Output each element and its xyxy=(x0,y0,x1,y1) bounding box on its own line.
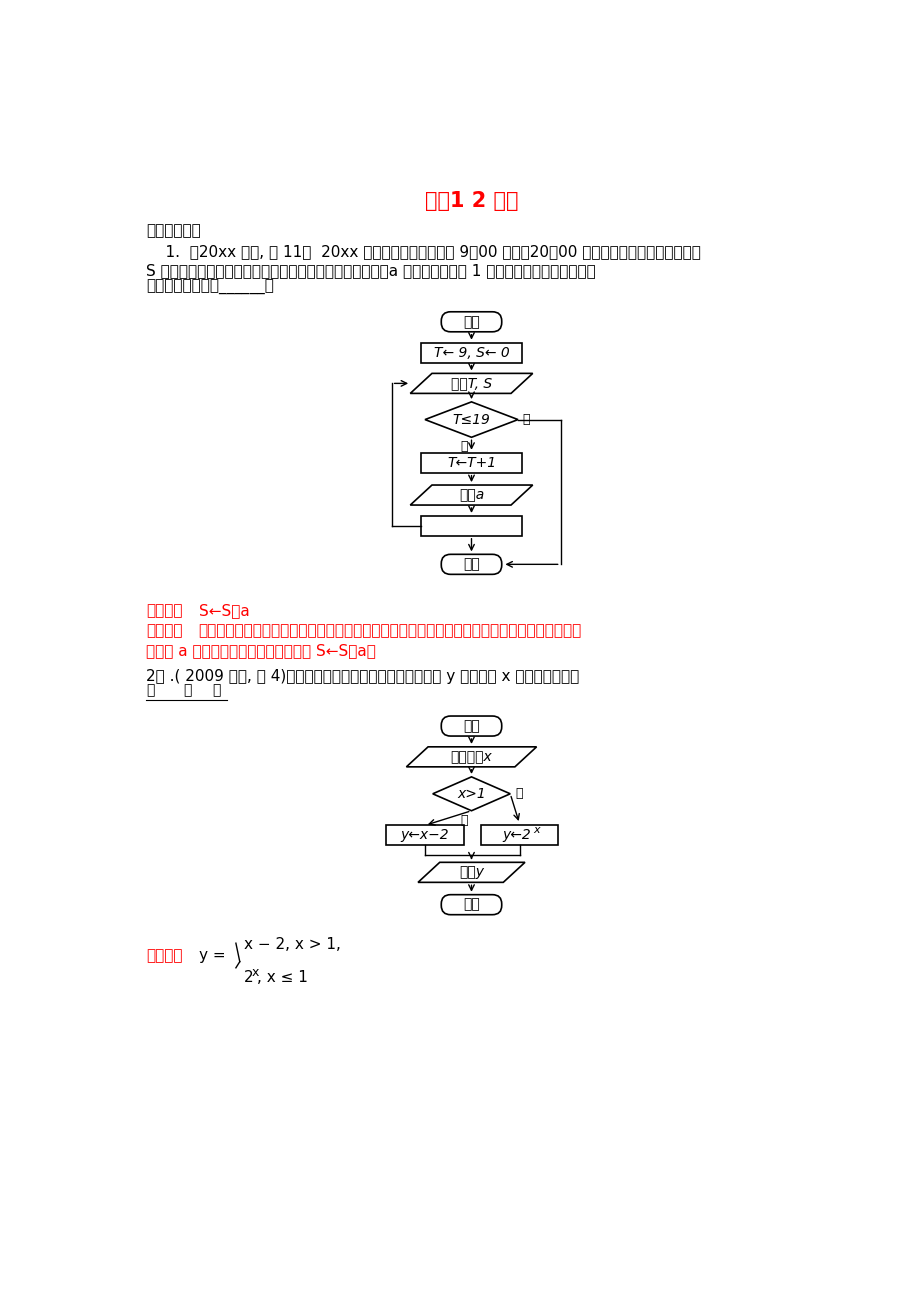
Polygon shape xyxy=(406,747,536,767)
Bar xyxy=(421,342,521,362)
Text: ．: ． xyxy=(183,682,191,697)
Text: y←2: y←2 xyxy=(502,828,530,842)
FancyBboxPatch shape xyxy=(441,555,501,574)
Text: S 表示上海世博会官方网站在每个整点报道的入園总人数，a 表示整点报道前 1 个小时内入園人数，则空白: S 表示上海世博会官方网站在每个整点报道的入園总人数，a 表示整点报道前 1 个… xyxy=(146,263,596,277)
Text: 是: 是 xyxy=(460,814,467,827)
Polygon shape xyxy=(410,486,532,505)
Text: 输出y: 输出y xyxy=(459,866,483,879)
Text: , x ≤ 1: , x ≤ 1 xyxy=(256,970,307,984)
Text: 输出T, S: 输出T, S xyxy=(450,376,492,391)
Text: T←T+1: T←T+1 xyxy=(447,456,495,470)
Text: 否: 否 xyxy=(522,413,529,426)
Text: T≤19: T≤19 xyxy=(452,413,490,427)
Text: T← 9, S← 0: T← 9, S← 0 xyxy=(433,345,509,359)
Text: S←S＋a: S←S＋a xyxy=(199,603,249,618)
Text: x − 2, x > 1,: x − 2, x > 1, xyxy=(244,937,340,952)
Text: 【答案】: 【答案】 xyxy=(146,948,182,963)
Text: ．: ． xyxy=(146,682,154,697)
Text: 开始: 开始 xyxy=(462,315,480,329)
FancyBboxPatch shape xyxy=(441,894,501,915)
Text: 开始: 开始 xyxy=(462,719,480,733)
Text: y←x−2: y←x−2 xyxy=(401,828,448,842)
Polygon shape xyxy=(410,374,532,393)
Text: 结束: 结束 xyxy=(462,897,480,911)
Text: 2． .( 2009 上海, 文 4)某算法的程序框图如图所示，则输出量 y 与输入量 x 满足的关系式是: 2． .( 2009 上海, 文 4)某算法的程序框图如图所示，则输出量 y 与… xyxy=(146,669,579,685)
Text: 2: 2 xyxy=(244,970,253,984)
Bar xyxy=(481,825,558,845)
FancyBboxPatch shape xyxy=(441,311,501,332)
Text: x: x xyxy=(533,825,539,835)
Text: 一．基础题组: 一．基础题组 xyxy=(146,223,200,238)
Text: 专题1 2 算法: 专题1 2 算法 xyxy=(425,191,517,211)
Text: 结束: 结束 xyxy=(462,557,480,572)
Bar xyxy=(421,516,521,536)
Text: 【答案】: 【答案】 xyxy=(146,603,182,618)
Text: 输入a: 输入a xyxy=(459,488,483,503)
Text: 是: 是 xyxy=(460,440,467,453)
Text: 【解析】: 【解析】 xyxy=(146,624,182,638)
FancyBboxPatch shape xyxy=(441,716,501,736)
Polygon shape xyxy=(425,402,517,437)
Polygon shape xyxy=(432,777,510,811)
Text: 由题意知，该程序框图的功能是统计每个整点报道的入園人数之和，所以应该把每个小时内入園: 由题意知，该程序框图的功能是统计每个整点报道的入園人数之和，所以应该把每个小时内… xyxy=(199,624,582,638)
Text: 的人数 a 进行累加，故该赋値语句应为 S←S＋a．: 的人数 a 进行累加，故该赋値语句应为 S←S＋a． xyxy=(146,643,376,658)
Text: 1.  。20xx 上海, 文 11〣  20xx 年上海世博会园区每天 9：00 开園，20：00 停止入園．在下边的框图中，: 1. 。20xx 上海, 文 11〣 20xx 年上海世博会园区每天 9：00 … xyxy=(146,245,700,259)
Text: x>1: x>1 xyxy=(457,786,485,801)
Polygon shape xyxy=(417,862,525,883)
Text: x: x xyxy=(251,966,258,979)
Text: 输入实数x: 输入实数x xyxy=(450,750,492,764)
Text: y =: y = xyxy=(199,948,225,963)
Text: ．: ． xyxy=(212,682,221,697)
Text: 的执行框内应填入______．: 的执行框内应填入______． xyxy=(146,280,274,296)
Bar xyxy=(386,825,463,845)
Text: 否: 否 xyxy=(515,788,522,801)
Bar xyxy=(421,453,521,473)
